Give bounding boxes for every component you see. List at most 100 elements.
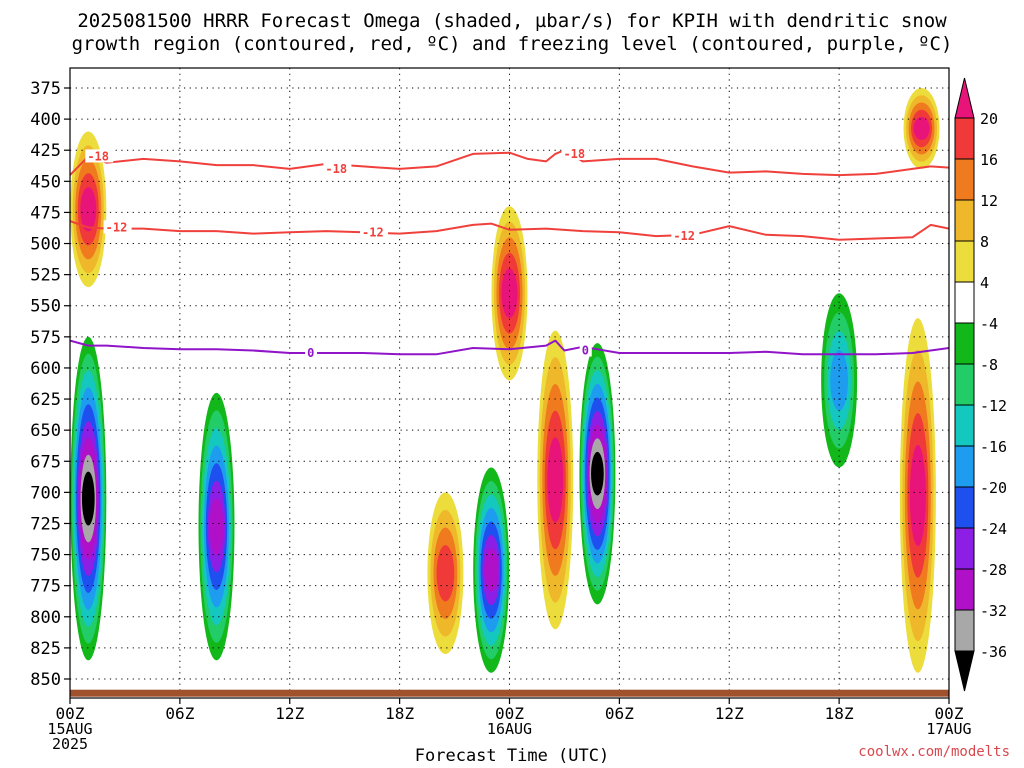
omega-feature-0 <box>70 336 107 661</box>
y-tick-label-825: 825 <box>30 639 61 659</box>
x-tick-label-0-1: 15AUG <box>47 720 92 738</box>
omega-shading-layer <box>70 88 940 673</box>
colorbar-tick-7: -12 <box>980 397 1007 415</box>
x-tick-label-18-0: 18Z <box>385 704 414 723</box>
x-tick-label-24-1: 16AUG <box>487 720 532 738</box>
y-tick-label-625: 625 <box>30 390 61 410</box>
y-tick-label-575: 575 <box>30 328 61 348</box>
y-tick-label-500: 500 <box>30 235 61 255</box>
x-tick-label-48-0: 00Z <box>935 704 964 723</box>
contour-line-0 <box>70 339 949 356</box>
contour-label-3: -12 <box>106 220 128 234</box>
colorbar-legend: 20 16 12 8 4 -4 -8 -12 -16 -20 -24 -28 -32 -36 <box>954 77 1007 692</box>
omega-contour--36 <box>81 471 95 526</box>
contour-layer <box>70 149 949 697</box>
x-tick-label-6-0: 06Z <box>165 704 194 723</box>
contour-label-bg-3 <box>103 220 132 234</box>
contour-label-5: -12 <box>673 229 695 243</box>
x-tick-label-36-0: 12Z <box>715 704 744 723</box>
colorbar-bin-0 <box>954 117 975 160</box>
colorbar-bin-1 <box>954 158 975 201</box>
y-tick-label-425: 425 <box>30 141 61 161</box>
contour-label-bg-0 <box>85 149 114 163</box>
omega-feature-4 <box>473 467 510 673</box>
y-tick-label-375: 375 <box>30 79 61 99</box>
contour-label-4: -12 <box>362 225 384 239</box>
colorbar-top-arrow <box>954 77 975 119</box>
chart-title-line-1: 2025081500 HRRR Forecast Omega (shaded, … <box>77 10 947 32</box>
colorbar-bin-10 <box>954 527 975 570</box>
website-credit: coolwx.com/modelts <box>858 744 1010 760</box>
contour-label-1: -18 <box>325 162 347 176</box>
colorbar-bin-4 <box>954 281 975 324</box>
y-tick-label-775: 775 <box>30 577 61 597</box>
colorbar-tick-3: 8 <box>980 233 989 251</box>
contour-label-bg-6 <box>305 346 318 360</box>
contour-label-bg-5 <box>671 229 700 243</box>
y-tick-label-800: 800 <box>30 608 61 628</box>
contour-label-bg-7 <box>579 343 592 357</box>
x-tick-label-48-1: 17AUG <box>926 720 971 738</box>
y-tick-label-400: 400 <box>30 110 61 130</box>
y-tick-label-850: 850 <box>30 670 61 690</box>
y-tick-label-700: 700 <box>30 483 61 503</box>
terrain-strip <box>70 689 949 697</box>
contour-label-6: 0 <box>307 346 314 360</box>
colorbar-tick-8: -16 <box>980 438 1007 456</box>
colorbar-tick-6: -8 <box>980 356 998 374</box>
grid-lines <box>70 68 949 698</box>
omega-feature-6 <box>537 330 574 630</box>
omega-feature-1 <box>70 131 107 288</box>
omega-contour--28 <box>209 498 224 555</box>
contour-label-bg-2 <box>561 146 590 160</box>
x-tick-label-12-0: 12Z <box>275 704 304 723</box>
omega-contour-20 <box>80 187 97 232</box>
contour-line--12 <box>70 220 949 241</box>
contour-line--18 <box>70 149 949 177</box>
colorbar-tick-10: -24 <box>980 520 1007 538</box>
colorbar-bin-9 <box>954 486 975 529</box>
contour-label-bg-4 <box>360 225 388 239</box>
colorbar-bin-5 <box>954 322 975 365</box>
colorbar-tick-4: 4 <box>980 274 989 292</box>
y-tick-label-525: 525 <box>30 266 61 286</box>
y-tick-label-475: 475 <box>30 203 61 223</box>
y-tick-label-725: 725 <box>30 514 61 534</box>
omega-feature-8 <box>899 318 936 673</box>
omega-feature-3 <box>427 492 464 655</box>
x-tick-label-42-0: 18Z <box>825 704 854 723</box>
contour-label-2: -18 <box>563 147 585 161</box>
x-tick-label-0-2: 2025 <box>52 735 88 753</box>
colorbar-tick-1: 16 <box>980 151 998 169</box>
colorbar-bin-6 <box>954 363 975 406</box>
colorbar-tick-0: 20 <box>980 110 998 128</box>
colorbar-tick-11: -28 <box>980 561 1007 579</box>
colorbar-tick-9: -20 <box>980 479 1007 497</box>
colorbar-bottom-arrow <box>954 650 975 692</box>
colorbar-tick-2: 12 <box>980 192 998 210</box>
contour-label-0: -18 <box>87 149 109 163</box>
y-tick-label-600: 600 <box>30 359 61 379</box>
chart-title-line-2: growth region (contoured, red, ºC) and f… <box>71 33 953 55</box>
y-tick-label-650: 650 <box>30 421 61 441</box>
omega-contour--36 <box>591 451 604 496</box>
y-tick-label-750: 750 <box>30 546 61 566</box>
contour-label-7: 0 <box>582 344 589 358</box>
omega-feature-2 <box>198 392 235 661</box>
omega-contour-16 <box>436 545 455 602</box>
colorbar-tick-13: -36 <box>980 643 1007 661</box>
y-tick-label-450: 450 <box>30 172 61 192</box>
colorbar-bin-7 <box>954 404 975 447</box>
contour-labels: -18 -18 -18 -12 -12 -12 0 0 <box>85 146 700 360</box>
omega-contour-20 <box>913 116 930 140</box>
y-tick-label-675: 675 <box>30 452 61 472</box>
x-tick-label-0-0: 00Z <box>56 704 85 723</box>
x-axis-label: Forecast Time (UTC) <box>414 746 610 766</box>
omega-contour-20 <box>909 444 926 547</box>
colorbar-bin-12 <box>954 609 975 652</box>
contour-label-bg-1 <box>323 161 352 175</box>
omega-contour-20 <box>547 437 564 523</box>
omega-contour--16 <box>830 350 848 411</box>
